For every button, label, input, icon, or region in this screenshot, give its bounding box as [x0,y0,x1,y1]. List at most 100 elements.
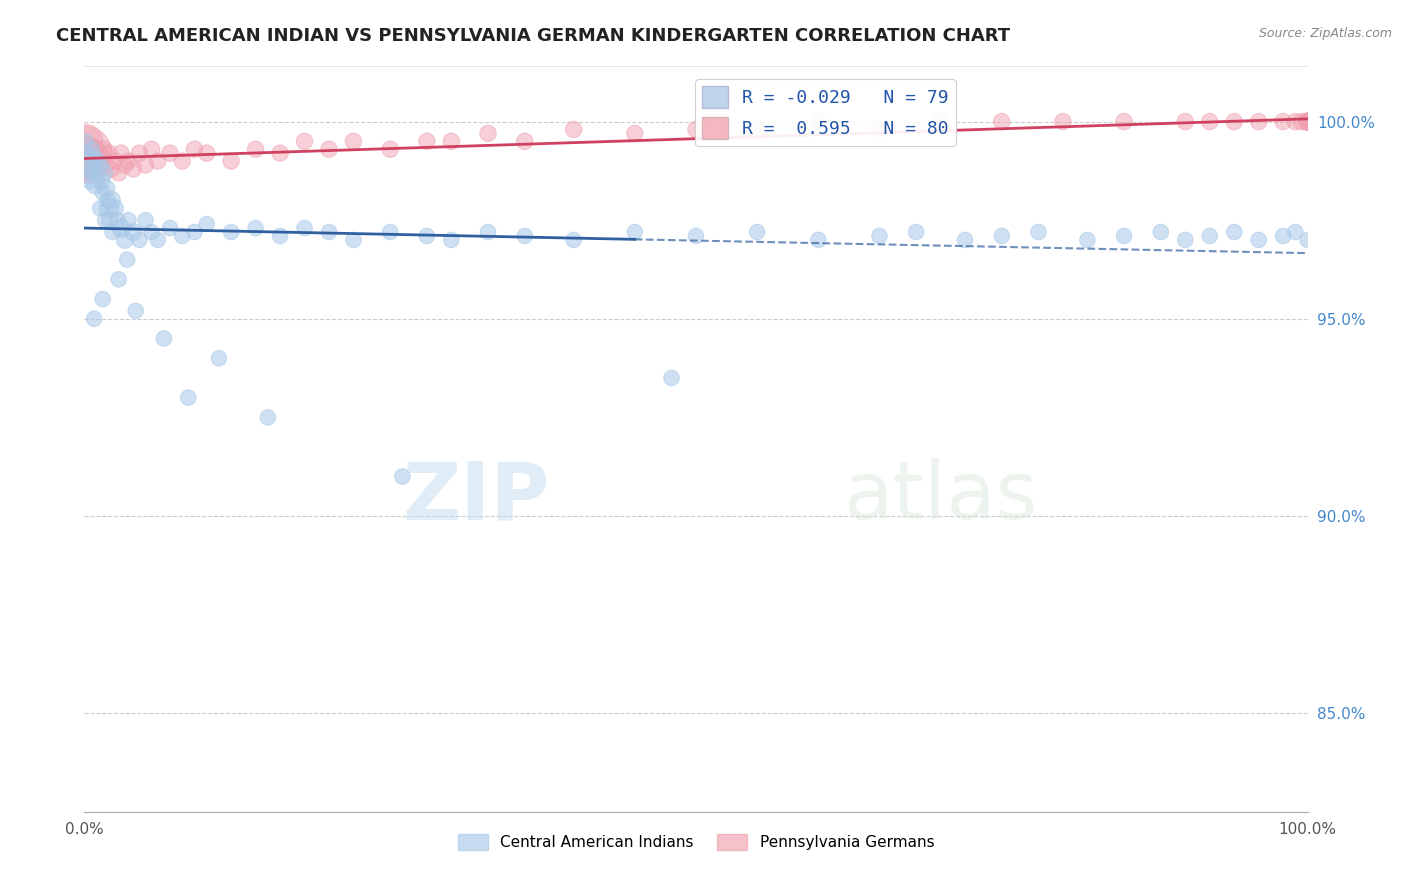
Point [1296,114,1319,128]
Text: ZIP: ZIP [402,458,550,536]
Point [107,166,129,180]
Point [257,410,280,425]
Text: CENTRAL AMERICAN INDIAN VS PENNSYLVANIA GERMAN KINDERGARTEN CORRELATION CHART: CENTRAL AMERICAN INDIAN VS PENNSYLVANIA … [56,27,1011,45]
Point [562,122,585,136]
Point [869,122,891,136]
Point [1296,114,1319,128]
Point [105,213,128,227]
Point [104,202,127,216]
Point [294,134,316,148]
Point [79,158,101,172]
Point [83,150,105,164]
Point [87,158,110,172]
Point [114,158,136,172]
Point [318,225,340,239]
Point [685,229,707,244]
Point [135,213,157,227]
Point [159,221,181,235]
Point [79,174,101,188]
Point [245,221,267,235]
Point [84,142,107,156]
Point [82,166,104,180]
Point [80,142,103,156]
Point [1223,225,1246,239]
Point [1052,114,1074,128]
Point [122,225,145,239]
Point [318,142,340,156]
Point [107,272,129,286]
Text: atlas: atlas [842,458,1038,536]
Point [77,146,100,161]
Point [141,142,163,156]
Point [77,154,100,169]
Point [97,146,120,161]
Point [416,134,439,148]
Point [125,304,148,318]
Point [380,225,402,239]
Point [91,292,114,306]
Point [1296,114,1319,128]
Point [1296,114,1319,128]
Point [1114,229,1136,244]
Point [96,181,118,195]
Point [477,225,499,239]
Point [513,229,536,244]
Point [75,154,97,169]
Point [75,134,97,148]
Point [98,213,121,227]
Point [76,142,98,156]
Point [342,134,364,148]
Point [87,169,110,184]
Point [195,146,218,161]
Point [76,161,98,176]
Point [76,146,98,161]
Point [1296,114,1319,128]
Point [1296,114,1319,128]
Text: Source: ZipAtlas.com: Source: ZipAtlas.com [1258,27,1392,40]
Point [114,233,136,247]
Point [1028,225,1050,239]
Point [391,469,413,483]
Point [1296,114,1319,128]
Point [1114,114,1136,128]
Point [117,213,139,227]
Point [1291,114,1313,128]
Point [1296,114,1319,128]
Point [1296,114,1319,128]
Point [146,154,169,169]
Point [86,154,108,169]
Point [1272,229,1295,244]
Point [87,146,110,161]
Legend: Central American Indians, Pennsylvania Germans: Central American Indians, Pennsylvania G… [451,829,941,856]
Point [1174,114,1197,128]
Point [869,229,891,244]
Point [141,225,163,239]
Point [183,142,205,156]
Point [991,114,1014,128]
Point [93,142,115,156]
Point [73,146,96,161]
Point [83,311,105,326]
Point [115,252,138,267]
Point [177,391,200,405]
Point [135,158,157,172]
Point [219,154,242,169]
Point [90,174,112,188]
Point [269,146,291,161]
Point [1247,233,1270,247]
Point [685,122,707,136]
Point [94,213,117,227]
Point [77,166,100,180]
Point [183,225,205,239]
Point [661,371,683,385]
Point [77,161,100,176]
Point [245,142,267,156]
Point [83,154,105,169]
Point [624,225,647,239]
Point [1284,225,1306,239]
Point [991,229,1014,244]
Point [1174,233,1197,247]
Point [128,146,150,161]
Point [1296,114,1319,128]
Point [440,233,463,247]
